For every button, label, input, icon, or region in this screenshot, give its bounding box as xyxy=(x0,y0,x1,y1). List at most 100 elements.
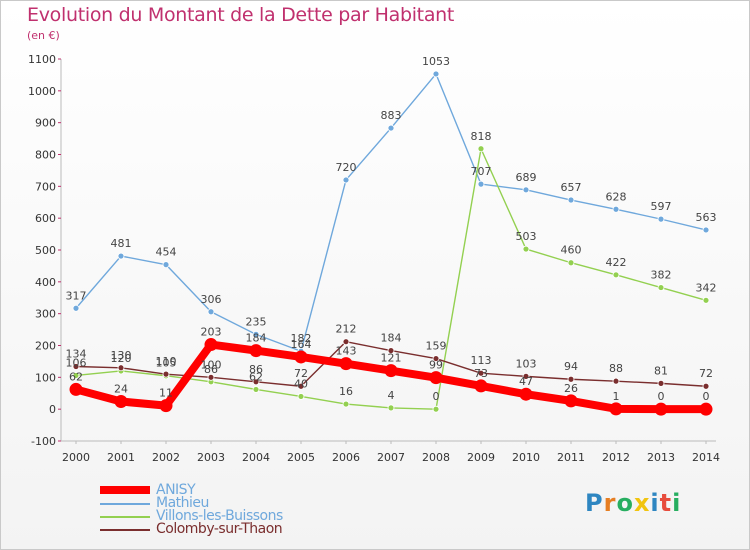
data-label: 113 xyxy=(471,354,492,367)
x-tick-label: 2003 xyxy=(197,451,225,464)
data-point xyxy=(477,145,485,153)
data-label: 100 xyxy=(201,358,222,371)
data-label: 212 xyxy=(336,323,357,336)
logo-letter: x xyxy=(633,489,651,517)
data-label: 563 xyxy=(696,211,717,224)
data-point xyxy=(522,245,530,253)
y-tick-label: 100 xyxy=(35,371,56,384)
chart-unit: (en €) xyxy=(27,29,60,42)
legend-label: Colomby-sur-Thaon xyxy=(156,521,283,537)
data-label: 0 xyxy=(703,390,710,403)
data-point xyxy=(702,296,710,304)
data-point xyxy=(207,308,215,316)
y-tick-label: 900 xyxy=(35,117,56,130)
data-point xyxy=(522,186,530,194)
data-point xyxy=(159,399,173,413)
legend-label: Mathieu xyxy=(156,495,209,511)
data-label: 26 xyxy=(564,382,578,395)
data-label: 24 xyxy=(114,383,128,396)
x-tick-label: 2006 xyxy=(332,451,360,464)
data-point xyxy=(657,284,665,291)
data-label: 88 xyxy=(609,362,623,375)
data-label: 86 xyxy=(204,363,218,376)
y-tick-label: 0 xyxy=(49,403,56,416)
data-label: 16 xyxy=(339,385,353,398)
x-tick-label: 2010 xyxy=(512,451,540,464)
data-label: 72 xyxy=(294,367,308,380)
data-label: 130 xyxy=(111,349,132,362)
y-tick-label: 200 xyxy=(35,340,56,353)
data-label: 62 xyxy=(249,370,263,383)
proxiti-logo: Proxiti xyxy=(585,489,681,517)
data-point xyxy=(162,370,170,378)
data-point xyxy=(342,176,350,184)
data-label: 689 xyxy=(516,171,537,184)
x-tick-label: 2012 xyxy=(602,451,630,464)
x-tick-label: 2013 xyxy=(647,451,675,464)
data-point xyxy=(387,404,395,412)
data-point xyxy=(252,386,260,393)
legend-label: ANISY xyxy=(156,482,196,498)
data-label: 184 xyxy=(246,332,267,345)
data-label: 481 xyxy=(111,237,132,250)
data-point xyxy=(612,377,620,385)
data-label: 164 xyxy=(291,338,312,351)
data-point xyxy=(702,226,710,234)
data-point xyxy=(339,357,353,371)
data-label: 73 xyxy=(474,367,488,380)
data-label: 72 xyxy=(699,367,713,380)
data-label: 720 xyxy=(336,161,357,174)
data-label: 597 xyxy=(651,200,672,213)
data-label: 0 xyxy=(433,390,440,403)
x-tick-label: 2014 xyxy=(692,451,720,464)
x-tick-label: 2002 xyxy=(152,451,180,464)
logo-letter: i xyxy=(650,489,660,517)
data-point xyxy=(204,338,218,352)
data-label: 11 xyxy=(159,387,173,400)
data-label: 134 xyxy=(66,348,87,361)
data-label: 143 xyxy=(336,345,357,358)
data-label: 306 xyxy=(201,293,222,306)
data-point xyxy=(564,394,578,408)
data-point xyxy=(297,382,305,390)
chart-title: Evolution du Montant de la Dette par Hab… xyxy=(27,4,455,26)
data-label: 62 xyxy=(69,370,83,383)
legend-label: Villons-les-Buissons xyxy=(156,508,283,524)
data-label: 120 xyxy=(111,352,132,365)
logo-letter: o xyxy=(616,489,634,517)
y-tick-label: 600 xyxy=(35,212,56,225)
data-label: 182 xyxy=(291,332,312,345)
data-label: 94 xyxy=(564,360,578,373)
data-point xyxy=(387,124,395,132)
data-point xyxy=(342,338,350,346)
data-label: 203 xyxy=(201,326,222,339)
x-tick-label: 2000 xyxy=(62,451,90,464)
data-point xyxy=(72,304,80,312)
y-tick-label: 1100 xyxy=(28,53,56,66)
data-point xyxy=(699,402,713,416)
data-point xyxy=(162,261,170,269)
data-point xyxy=(477,180,485,188)
data-point xyxy=(429,371,443,385)
data-point xyxy=(69,382,83,396)
x-tick-label: 2004 xyxy=(242,451,270,464)
data-label: 460 xyxy=(561,244,582,257)
data-label: 503 xyxy=(516,230,537,243)
y-tick-label: 300 xyxy=(35,308,56,321)
data-label: 342 xyxy=(696,281,717,294)
y-tick-label: 700 xyxy=(35,180,56,193)
data-label: 110 xyxy=(156,355,177,368)
data-point xyxy=(117,364,125,372)
x-tick-label: 2008 xyxy=(422,451,450,464)
data-label: 121 xyxy=(381,352,402,365)
y-tick-label: 1000 xyxy=(28,85,56,98)
data-point xyxy=(249,344,263,358)
data-point xyxy=(474,379,488,393)
y-tick-label: 800 xyxy=(35,149,56,162)
data-label: 628 xyxy=(606,190,627,203)
data-point xyxy=(384,364,398,378)
data-point xyxy=(567,196,575,204)
data-point xyxy=(432,355,440,362)
data-point xyxy=(342,400,350,408)
data-label: 47 xyxy=(519,375,533,388)
